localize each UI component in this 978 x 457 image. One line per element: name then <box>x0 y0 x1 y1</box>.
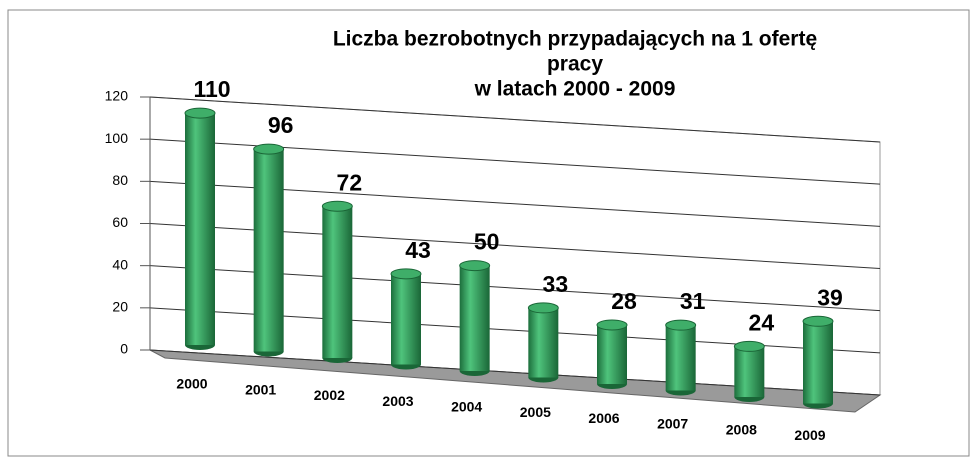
y-tick-label: 120 <box>105 88 129 104</box>
y-tick-label: 0 <box>120 341 128 357</box>
value-label: 39 <box>817 284 843 310</box>
bar <box>459 265 490 371</box>
x-tick-label: 2003 <box>382 393 413 409</box>
value-label: 72 <box>337 169 363 195</box>
bar-top <box>253 143 285 155</box>
chart-title: pracy <box>547 53 603 76</box>
x-tick-label: 2007 <box>657 416 688 432</box>
bar-top <box>665 319 697 331</box>
bar-top <box>527 302 559 314</box>
bar-top <box>459 260 491 272</box>
value-label: 50 <box>474 229 500 255</box>
bar-top <box>802 315 834 327</box>
x-tick-label: 2006 <box>588 410 619 426</box>
value-label: 96 <box>268 112 294 138</box>
grid-line <box>149 96 881 143</box>
frame <box>7 9 970 457</box>
value-label: 24 <box>749 309 775 335</box>
value-label: 43 <box>405 237 431 263</box>
bar-top <box>390 268 422 280</box>
x-tick-label: 2009 <box>794 427 825 443</box>
bar <box>597 324 627 384</box>
value-label: 33 <box>543 271 569 297</box>
bar <box>253 149 284 352</box>
bar-top <box>321 200 353 212</box>
value-label: 28 <box>611 288 637 314</box>
bar-top <box>596 319 628 331</box>
x-tick-label: 2005 <box>520 404 551 420</box>
x-tick-label: 2001 <box>245 381 276 397</box>
chart-title: Liczba bezrobotnych przypadających na 1 … <box>333 28 817 51</box>
y-tick-label: 100 <box>105 130 129 146</box>
y-tick-label: 40 <box>112 256 128 272</box>
value-label: 110 <box>193 76 230 102</box>
y-tick-label: 80 <box>112 172 128 188</box>
bar <box>803 321 833 404</box>
y-tick-label: 60 <box>112 214 128 230</box>
bar <box>665 325 696 391</box>
value-label: 31 <box>680 288 706 314</box>
bar <box>185 113 215 345</box>
bar-top <box>184 107 216 119</box>
x-tick-label: 2008 <box>726 421 757 437</box>
x-tick-label: 2000 <box>176 376 207 392</box>
bar <box>322 206 353 358</box>
bar <box>734 346 765 397</box>
bar-top <box>733 340 765 352</box>
bar <box>391 273 421 365</box>
x-tick-label: 2002 <box>314 387 345 403</box>
bar <box>528 307 559 378</box>
y-tick-label: 20 <box>112 299 128 315</box>
x-tick-label: 2004 <box>451 399 482 415</box>
chart-title: w latach 2000 - 2009 <box>474 78 676 101</box>
